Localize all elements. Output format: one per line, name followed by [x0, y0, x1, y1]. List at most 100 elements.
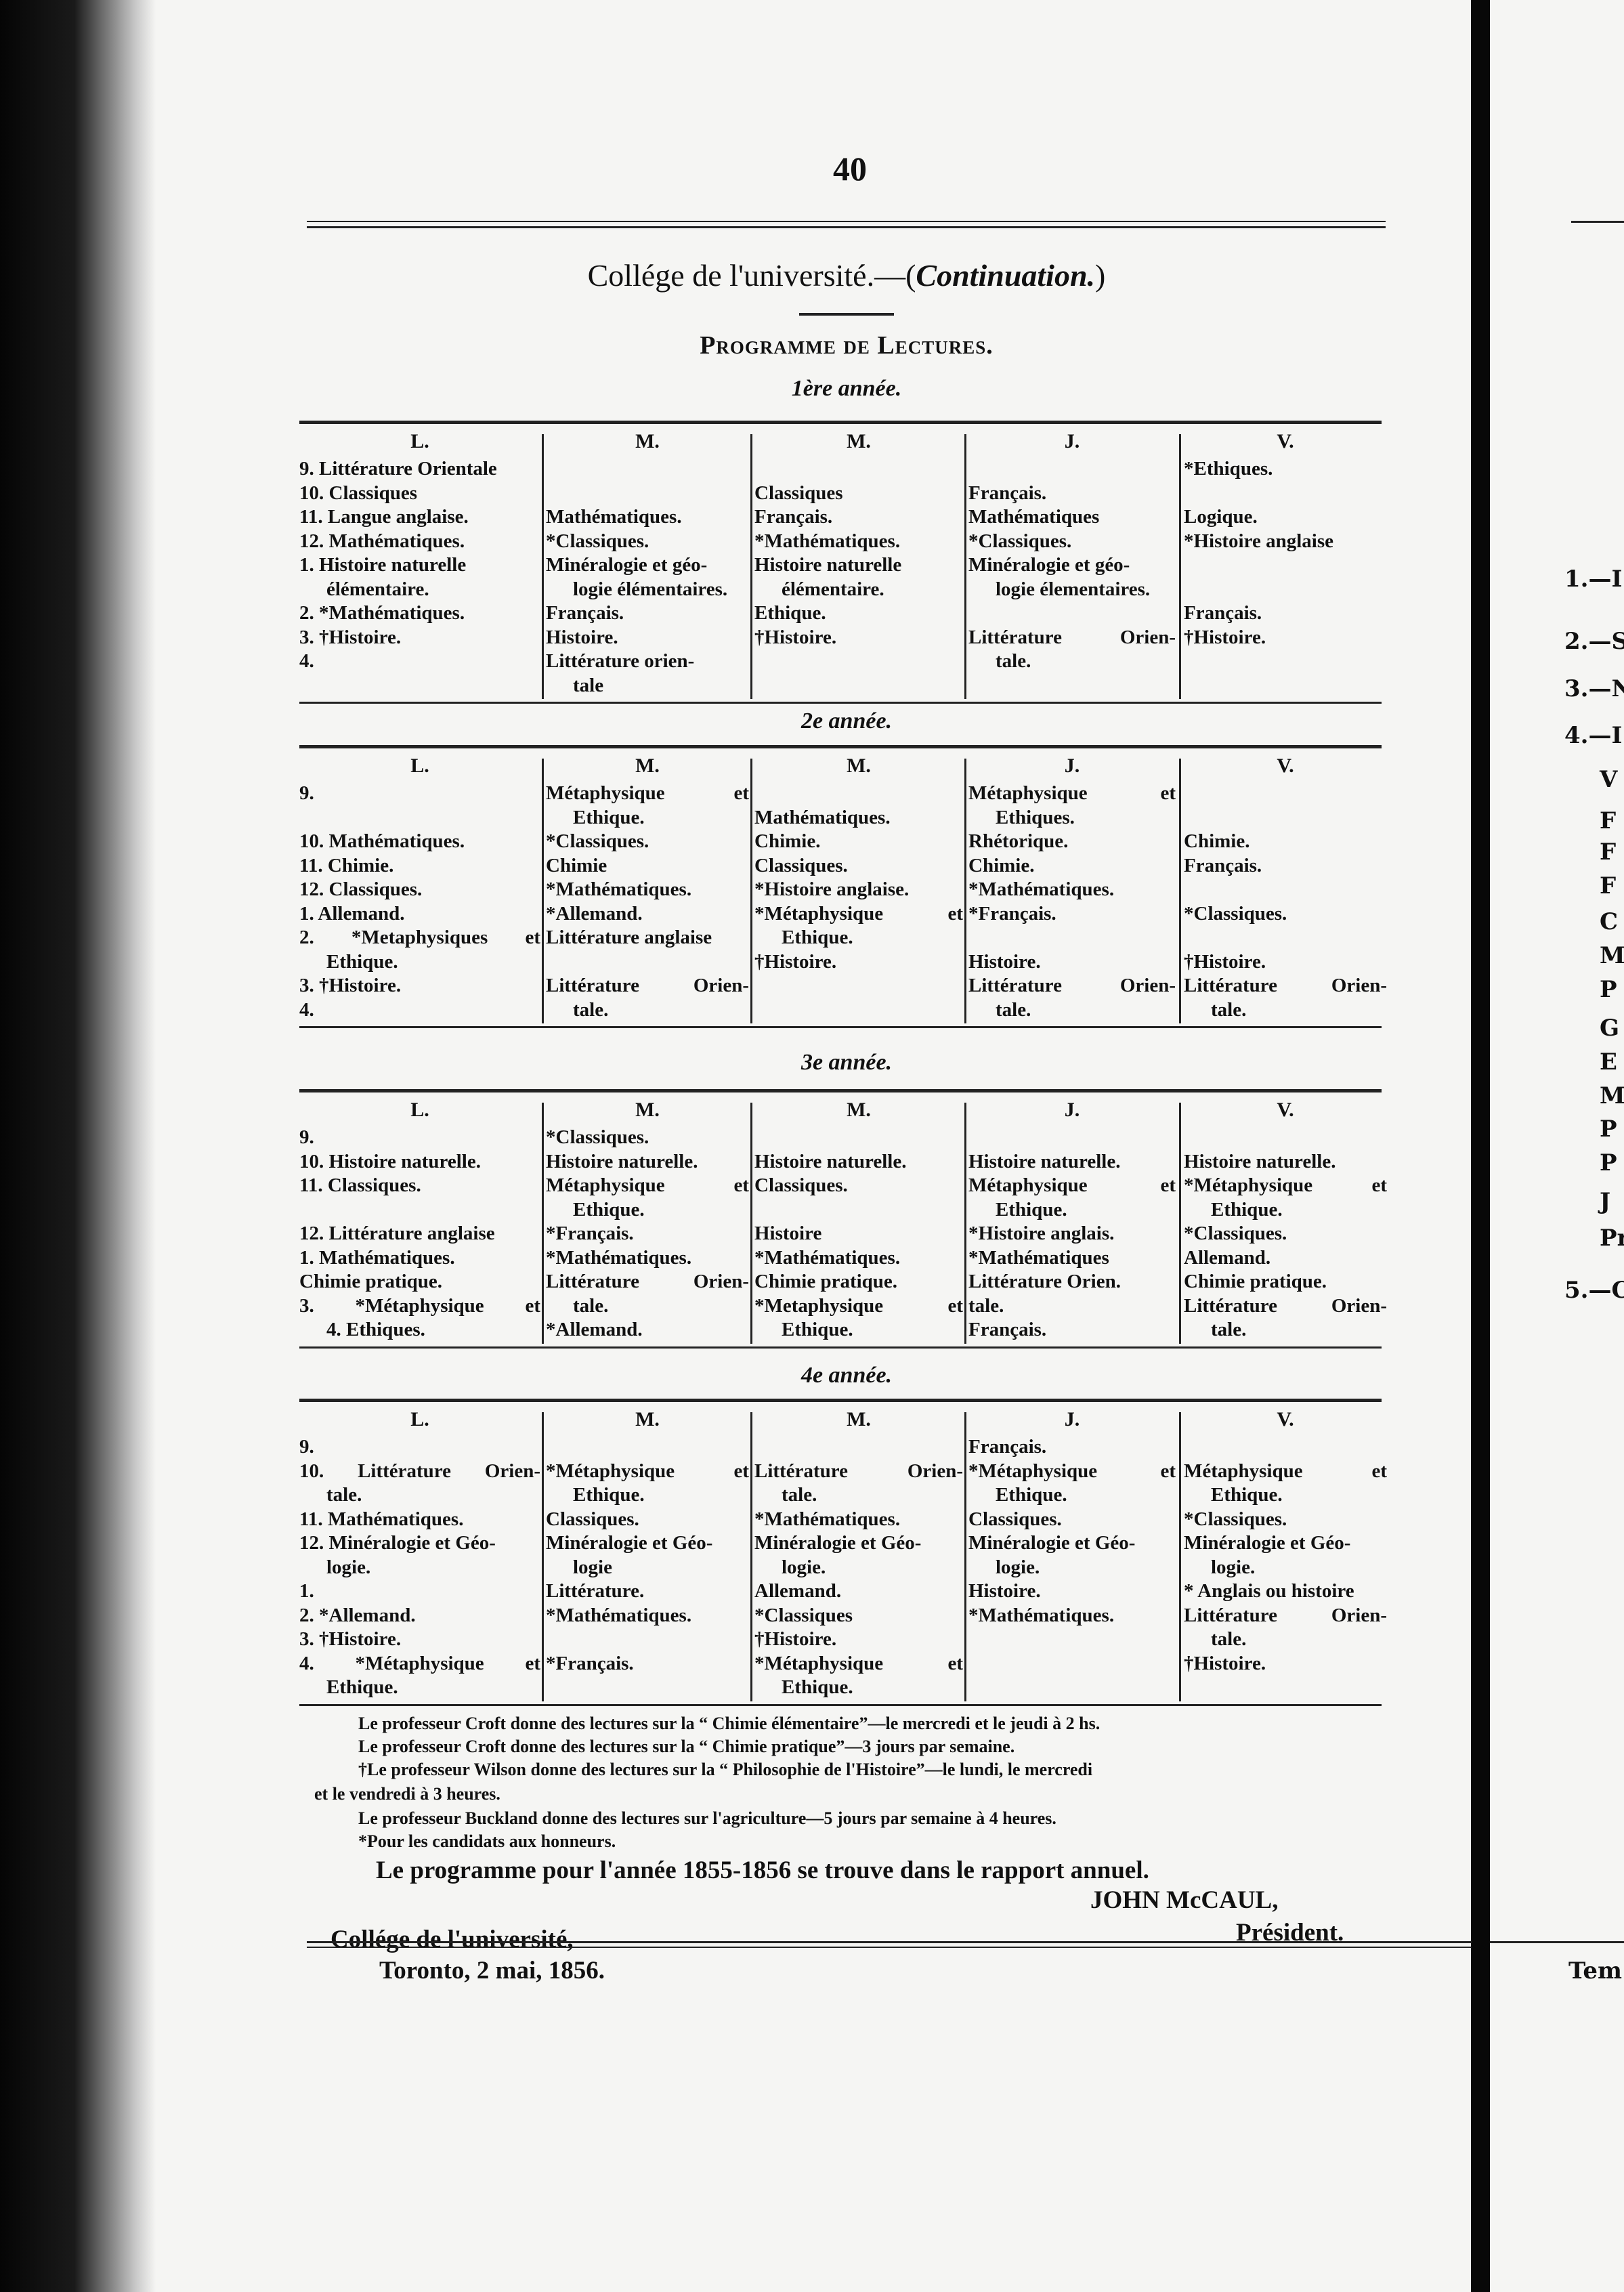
cell-line	[1184, 806, 1387, 830]
page-title: Collége de l'université.—(Continuation.)	[298, 257, 1395, 293]
footer-rule	[307, 1941, 1472, 1943]
note: Le professeur Croft donne des lectures s…	[358, 1714, 1101, 1733]
cell-line: *Histoire anglaise.	[754, 878, 910, 900]
facing-rule	[1571, 221, 1624, 223]
facing-line: M	[1600, 1082, 1624, 1109]
cell-line	[1184, 578, 1387, 602]
cell-line: Minéralogie et Géo-	[968, 1532, 1136, 1554]
cell-line: logie.	[1211, 1556, 1256, 1578]
table-bottom-rule	[299, 1026, 1382, 1028]
cell-line: *Classiques.	[968, 530, 1072, 552]
cell-line: Classiques.	[754, 854, 848, 876]
facing-line: P	[1600, 976, 1617, 1003]
cell-line	[299, 1198, 540, 1223]
cell-line: 4. *Métaphysique et	[299, 1652, 540, 1674]
table-column: L. 9. Littérature Orientale 10. Classiques…	[299, 430, 540, 698]
cell-line: 11. Langue anglaise.	[299, 506, 469, 528]
table-column: J. Histoire naturelle. Métaphysique et Ethi…	[968, 1099, 1176, 1342]
facing-line: F	[1600, 807, 1617, 834]
cell-line: *Classiques.	[1184, 1508, 1287, 1530]
cell-line: †Histoire.	[754, 626, 837, 648]
cell-line: tale	[573, 674, 604, 696]
cell-line	[968, 457, 1176, 482]
title-close: )	[1095, 258, 1106, 293]
facing-line: P	[1600, 1149, 1617, 1176]
facing-line: 5.—C	[1564, 1277, 1624, 1304]
cell-line: 10. Mathématiques.	[299, 830, 465, 852]
cell-line: Littérature Orien-	[754, 1460, 963, 1482]
cell-line	[1184, 1435, 1387, 1460]
cell-line: *Métaphysique et	[546, 1460, 749, 1482]
cell-line: †Histoire.	[1184, 1652, 1266, 1674]
programme-note: Le programme pour l'année 1855-1856 se t…	[376, 1856, 1149, 1884]
cell-line: *Classiques.	[546, 530, 649, 552]
cell-line: 2. *Mathématiques.	[299, 602, 465, 624]
table-top-rule	[299, 421, 1382, 424]
cell-line: *Mathématiques.	[546, 878, 692, 900]
cell-line: *Métaphysique et	[1184, 1174, 1387, 1196]
cell-line: Métaphysique et	[546, 782, 749, 804]
cell-line: Ethique.	[1211, 1198, 1283, 1221]
cell-line: Littérature Orien-	[968, 975, 1176, 996]
cell-line: Mathématiques.	[754, 806, 891, 828]
cell-line: *Classiques.	[1184, 1223, 1287, 1244]
table-column: M. *Classiques. Histoire naturelle. Métaphy…	[546, 1099, 749, 1342]
cell-line: Histoire naturelle.	[546, 1150, 698, 1172]
column-divider	[542, 434, 544, 699]
cell-line: Ethique.	[996, 1198, 1067, 1221]
cell-line: 12. Minéralogie et Géo-	[299, 1532, 496, 1554]
scan-left-edge	[0, 0, 156, 2292]
table-column: V. Métaphysique et Ethique. *Classiques. Min…	[1184, 1408, 1387, 1700]
cell-line: *Métaphysique et	[968, 1460, 1176, 1482]
facing-rule	[1490, 1941, 1624, 1943]
cell-line: *Mathématiques.	[968, 878, 1115, 900]
cell-line	[1184, 553, 1387, 578]
cell-line: Métaphysique et	[968, 1174, 1176, 1196]
column-header: L.	[410, 755, 429, 777]
cell-line: 1. Allemand.	[299, 902, 405, 925]
facing-line: J	[1600, 1188, 1611, 1215]
cell-line: Littérature Orien-	[1184, 1294, 1387, 1317]
cell-line: Ethique.	[1211, 1484, 1283, 1506]
cell-line: Littérature.	[546, 1580, 645, 1602]
cell-line	[1184, 926, 1387, 950]
cell-line: tale.	[996, 998, 1031, 1021]
signature-name: JOHN McCAUL,	[1090, 1886, 1279, 1914]
cell-line: Ethiques.	[996, 806, 1075, 828]
cell-line: Ethique.	[573, 1484, 645, 1506]
cell-line: *Mathématiques.	[754, 1508, 901, 1530]
column-divider	[750, 1412, 752, 1701]
table-column: L. 9. 10. Littérature Orien-tale. 11. Mathé…	[299, 1408, 540, 1700]
cell-line	[299, 806, 540, 830]
cell-line: Minéralogie et Géo-	[546, 1532, 713, 1554]
cell-line	[968, 674, 1176, 698]
table-bottom-rule	[299, 1703, 1382, 1706]
cell-line	[1184, 482, 1387, 506]
cell-line	[1184, 674, 1387, 698]
cell-line: *Mathématiques.	[968, 1604, 1115, 1626]
cell-line	[754, 998, 963, 1023]
title-text: Collége de l'université.—(	[587, 258, 916, 293]
table-column: M. Histoire naturelle. Classiques. Histoire…	[754, 1099, 963, 1342]
cell-line: Logique.	[1184, 506, 1258, 528]
cell-line: *Français.	[968, 902, 1056, 925]
cell-line: tale.	[1211, 1628, 1247, 1650]
cell-line	[299, 674, 540, 698]
cell-line: Chimie pratique.	[1184, 1271, 1327, 1292]
cell-line: * Anglais ou histoire	[1184, 1580, 1354, 1602]
cell-line	[546, 457, 749, 482]
cell-line: Métaphysique et	[1184, 1460, 1387, 1482]
cell-line: *Allemand.	[546, 902, 643, 925]
column-header: L.	[410, 1099, 429, 1121]
table-top-rule	[299, 745, 1382, 748]
cell-line: 3. †Histoire.	[299, 1628, 402, 1650]
cell-line: Histoire naturelle.	[968, 1150, 1121, 1172]
cell-line: Minéralogie et géo-	[968, 554, 1130, 576]
cell-line	[1184, 1676, 1387, 1700]
column-header: M.	[635, 1099, 660, 1121]
column-divider	[964, 1412, 966, 1701]
column-header: M.	[635, 755, 660, 777]
column-header: J.	[1064, 1099, 1080, 1121]
cell-line: 10. Histoire naturelle.	[299, 1150, 481, 1172]
cell-line: Métaphysique et	[546, 1174, 749, 1196]
